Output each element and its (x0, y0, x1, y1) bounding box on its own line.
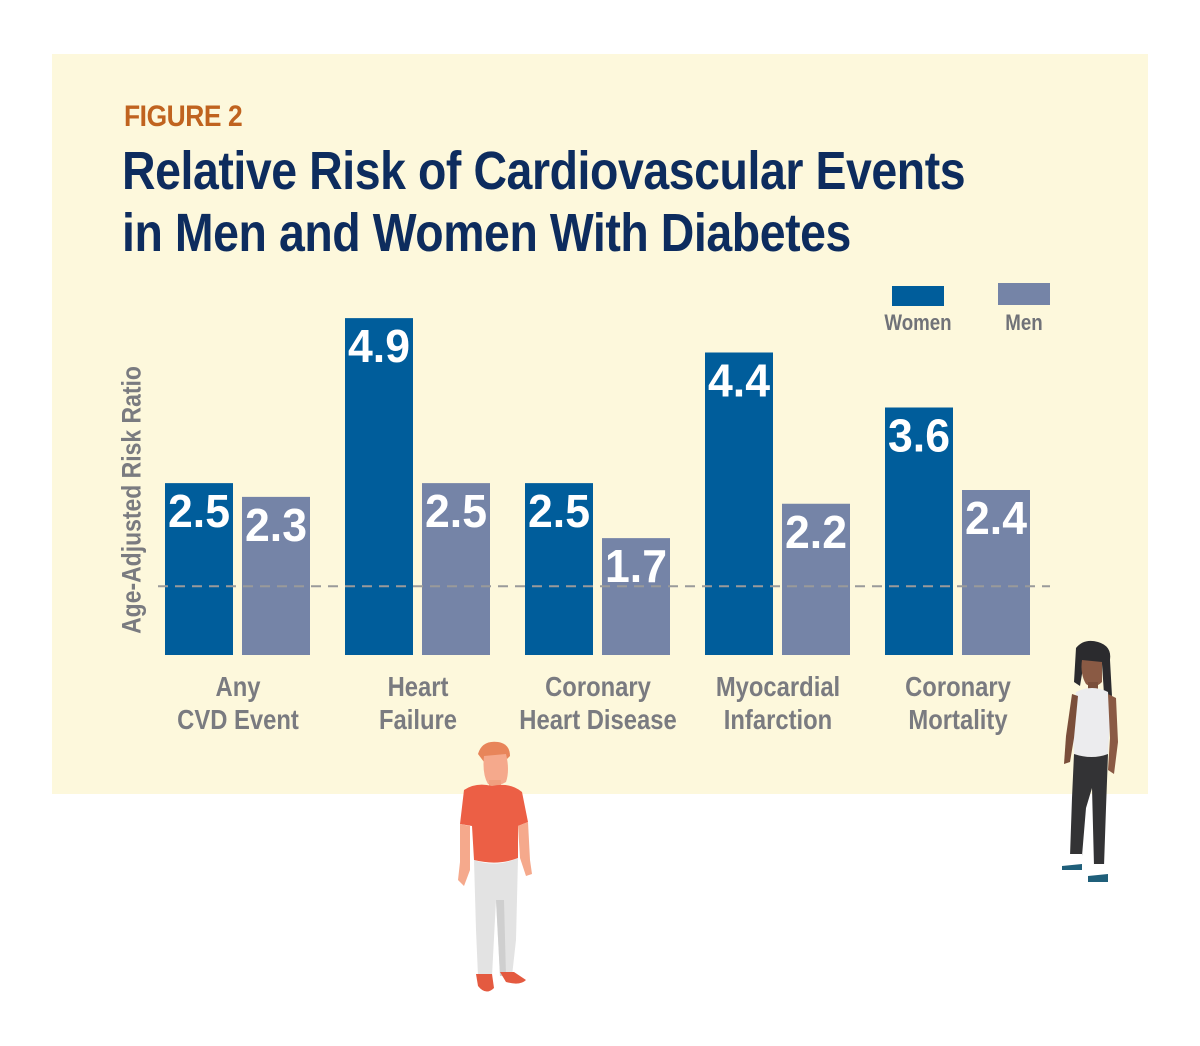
chart-title-line2: in Men and Women With Diabetes (122, 203, 851, 263)
figure-panel (52, 54, 1148, 794)
chart-title: Relative Risk of Cardiovascular Events i… (122, 140, 966, 264)
bar-women-2 (525, 483, 593, 655)
bar-men-1 (422, 483, 490, 655)
data-label-women-0: 2.5 (168, 485, 230, 537)
bar-women-1 (345, 318, 413, 655)
data-label-women-4: 3.6 (888, 410, 950, 462)
data-label-men-3: 2.2 (785, 506, 847, 558)
category-label-1: Heart Failure (378, 671, 457, 735)
legend-swatch-women (892, 286, 944, 306)
data-label-women-2: 2.5 (528, 485, 590, 537)
figure-label: FIGURE 2 (124, 100, 243, 133)
bar-men-3 (782, 503, 850, 655)
category-label-0: Any CVD Event (176, 671, 299, 735)
legend-label-women: Women (884, 310, 952, 335)
data-label-men-4: 2.4 (965, 492, 1027, 544)
data-label-men-0: 2.3 (245, 499, 307, 551)
category-label-3: Myocardial Infarction (715, 671, 840, 735)
category-label-4: Coronary Mortality (904, 671, 1011, 735)
man-figure (458, 741, 532, 992)
legend-swatch-men (998, 283, 1050, 305)
data-label-men-2: 1.7 (605, 540, 667, 592)
bar-men-2 (602, 538, 670, 655)
bar-men-4 (962, 490, 1030, 655)
woman-figure (1062, 640, 1118, 882)
category-label-2: Coronary Heart Disease (518, 671, 677, 735)
legend-label-men: Men (1005, 310, 1043, 335)
data-label-men-1: 2.5 (425, 485, 487, 537)
bar-women-3 (705, 352, 773, 655)
bar-women-0 (165, 483, 233, 655)
data-label-women-1: 4.9 (348, 320, 410, 372)
chart-title-line1: Relative Risk of Cardiovascular Events (122, 141, 966, 201)
bar-women-4 (885, 407, 953, 655)
bar-men-0 (242, 496, 310, 655)
data-label-women-3: 4.4 (708, 355, 770, 407)
